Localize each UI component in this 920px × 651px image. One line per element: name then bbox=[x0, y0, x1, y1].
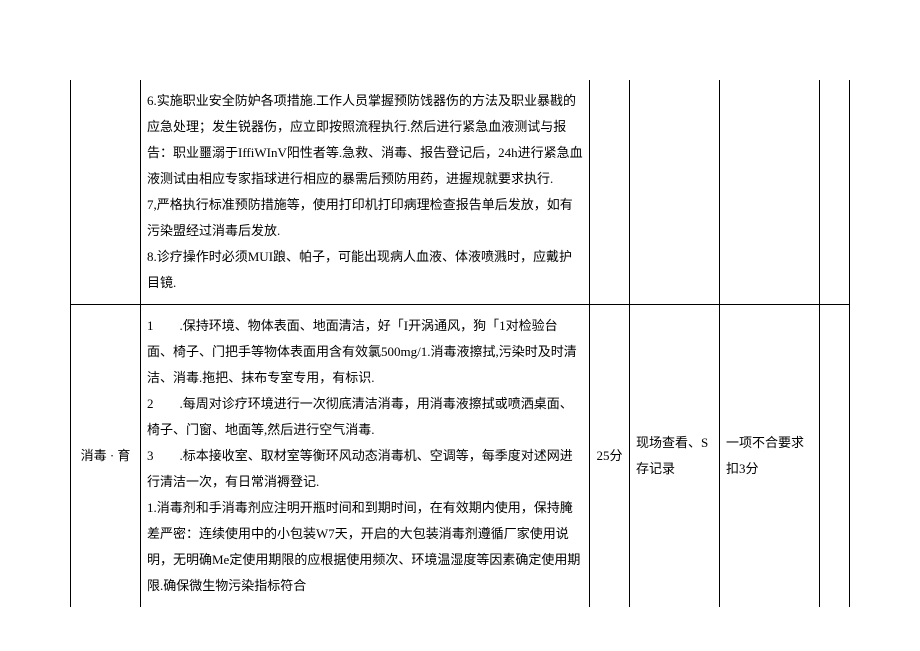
method-cell: 现场查看、S存记录 bbox=[630, 305, 720, 608]
content-cell-2: 1 .保持环境、物体表面、地面清洁，好「I开涡通风，狗「1对检验台面、椅子、门把… bbox=[141, 305, 590, 608]
score-cell: 25分 bbox=[590, 305, 630, 608]
category-cell: 消毒 · 育 bbox=[71, 305, 141, 608]
extra-cell-empty bbox=[820, 80, 850, 305]
content-item-2: 2 .每周对诊疗环境进行一次彻底清洁消毒，用消毒液擦拭或喷洒桌面、椅子、门窗、地… bbox=[147, 396, 573, 437]
evaluation-table: 6.实施职业安全防妒各项措施.工作人员掌握预防饯器伤的方法及职业暴戡的应急处理；… bbox=[70, 80, 850, 607]
content-item-1: 1 .保持环境、物体表面、地面清洁，好「I开涡通风，狗「1对检验台面、椅子、门把… bbox=[147, 318, 577, 385]
deduction-cell: 一项不合要求扣3分 bbox=[720, 305, 820, 608]
category-cell-empty bbox=[71, 80, 141, 305]
content-item-4: 1.消毒剂和手消毒剂应注明开瓶时间和到期时间，在有效期内使用，保持腌差严密：连续… bbox=[147, 500, 580, 593]
deduction-cell-empty bbox=[720, 80, 820, 305]
table-row: 消毒 · 育 1 .保持环境、物体表面、地面清洁，好「I开涡通风，狗「1对检验台… bbox=[71, 305, 850, 608]
score-cell-empty bbox=[590, 80, 630, 305]
content-cell-1: 6.实施职业安全防妒各项措施.工作人员掌握预防饯器伤的方法及职业暴戡的应急处理；… bbox=[141, 80, 590, 305]
content-item-3: 3 .标本接收室、取材室等衡环风动态消毒机、空调等，每季度对述网进行清洁一次，有… bbox=[147, 448, 573, 489]
extra-cell bbox=[820, 305, 850, 608]
table-row: 6.实施职业安全防妒各项措施.工作人员掌握预防饯器伤的方法及职业暴戡的应急处理；… bbox=[71, 80, 850, 305]
method-cell-empty bbox=[630, 80, 720, 305]
